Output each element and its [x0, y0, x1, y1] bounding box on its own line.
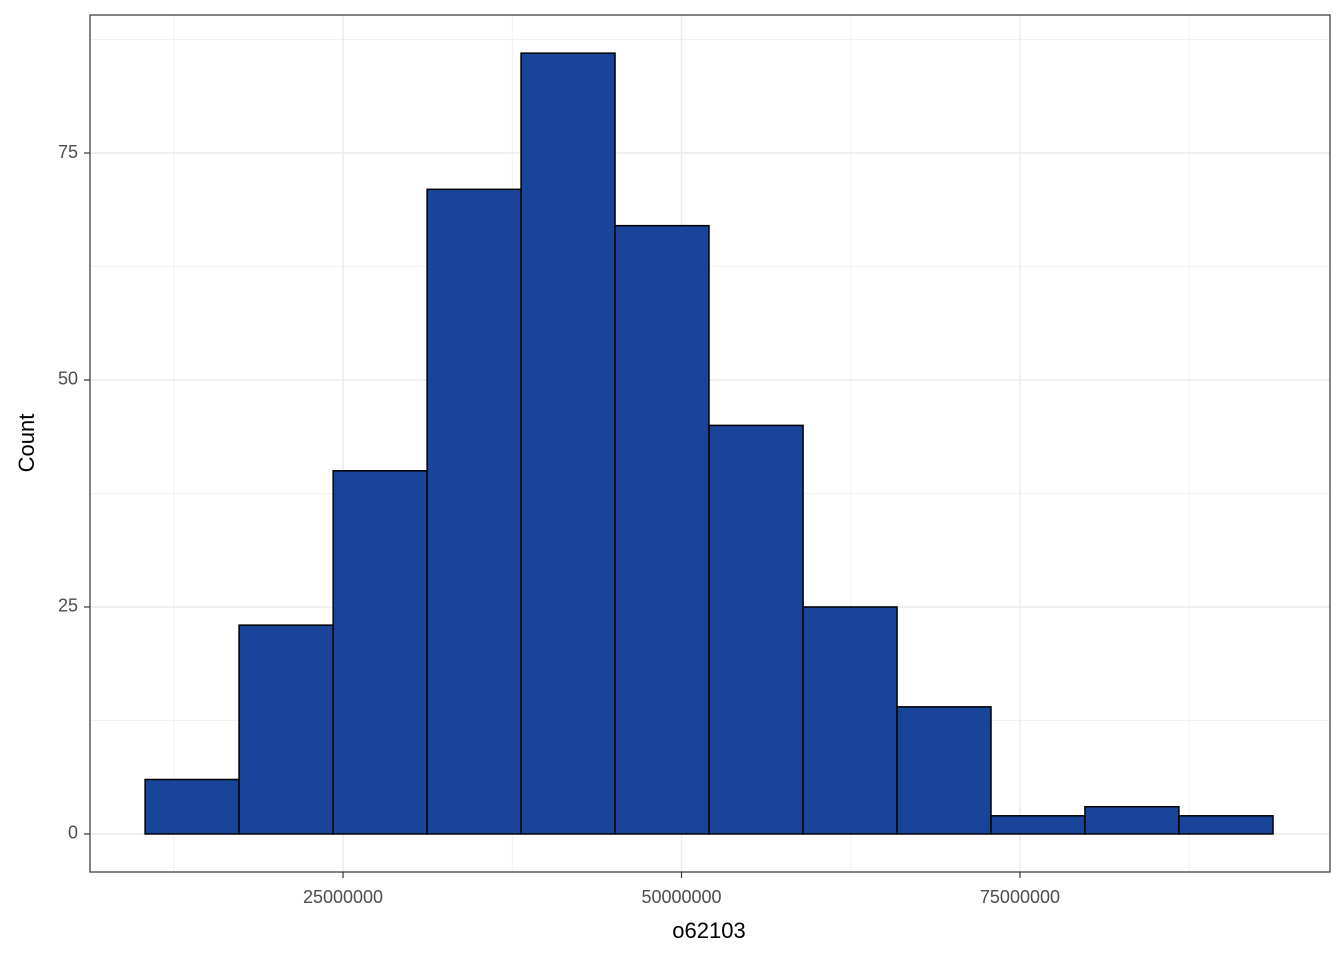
bar [1084, 805, 1180, 835]
bar [238, 624, 334, 835]
x-axis-title: o62103 [672, 918, 745, 943]
bar [144, 778, 240, 835]
bar [332, 470, 428, 835]
bar [426, 188, 522, 835]
bar [896, 706, 992, 835]
y-tick-label: 75 [58, 142, 78, 162]
bar [1178, 815, 1274, 835]
y-tick-label: 0 [68, 823, 78, 843]
bar [990, 815, 1086, 835]
x-tick-label: 75000000 [980, 887, 1060, 907]
y-tick-label: 50 [58, 369, 78, 389]
x-tick-label: 25000000 [303, 887, 383, 907]
bar [708, 424, 804, 835]
x-tick-label: 50000000 [641, 887, 721, 907]
bar [520, 52, 616, 835]
y-tick-label: 25 [58, 596, 78, 616]
bar [614, 224, 710, 835]
panel-border [89, 14, 1331, 873]
bar [802, 606, 898, 835]
y-axis-title: Count [14, 414, 39, 473]
